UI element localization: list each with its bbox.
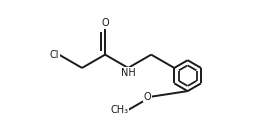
Text: CH₃: CH₃ xyxy=(110,105,128,115)
Text: NH: NH xyxy=(121,68,135,78)
Text: Cl: Cl xyxy=(49,50,59,60)
Text: O: O xyxy=(144,92,151,102)
Text: O: O xyxy=(101,18,109,28)
